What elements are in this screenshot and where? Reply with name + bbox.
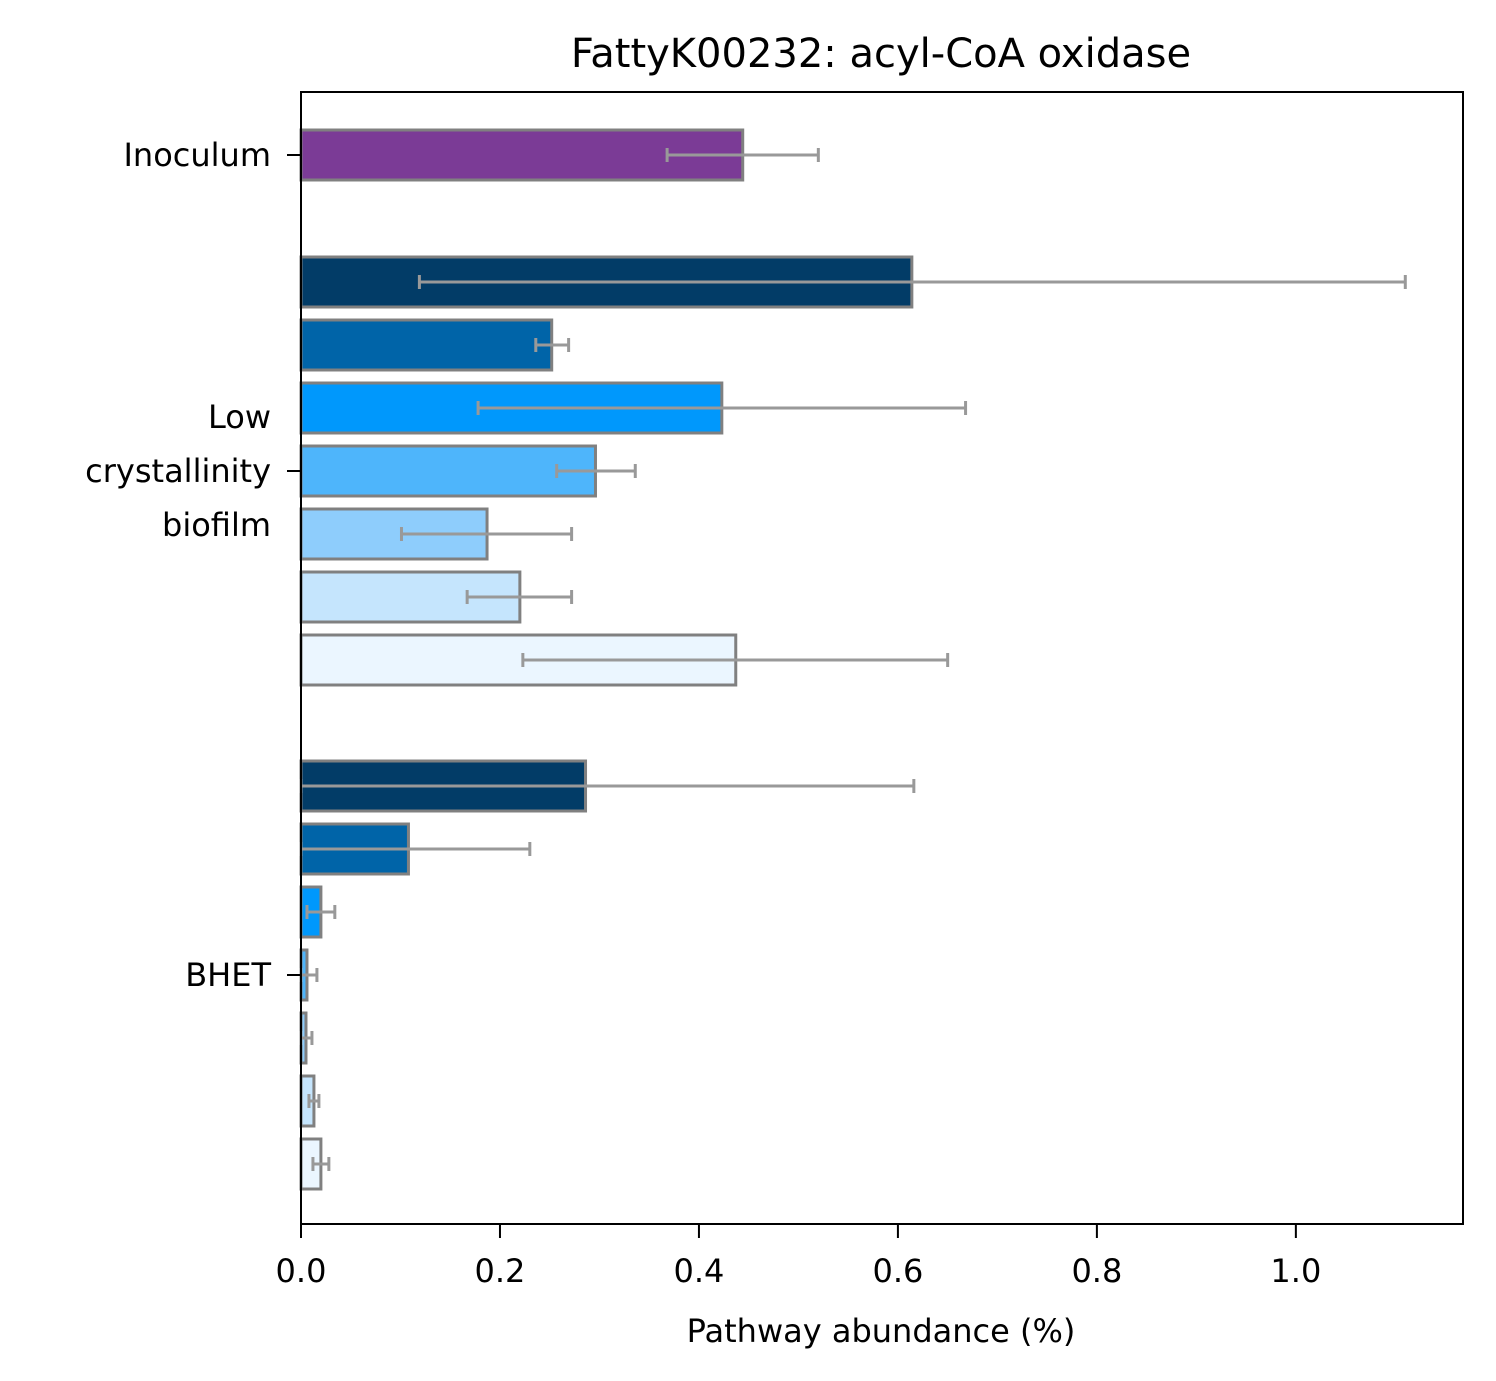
y-tick-label-line: Low [208, 398, 271, 436]
bar [299, 444, 597, 498]
error-bar [665, 148, 820, 162]
chart-title: FattyK00232: acyl-CoA oxidase [571, 31, 1191, 77]
bars-layer [299, 128, 1407, 1191]
x-tick-label: 1.0 [1270, 1252, 1321, 1290]
x-tick-label: 0.8 [1071, 1252, 1122, 1290]
error-bar [305, 905, 337, 919]
x-axis-label: Pathway abundance (%) [687, 1312, 1076, 1350]
plot-frame [300, 91, 1464, 1225]
y-tick-label: BHET [185, 956, 271, 994]
error-bar [311, 1157, 331, 1171]
error-bar [417, 275, 1407, 289]
x-tick-label: 0.6 [872, 1252, 923, 1290]
x-tick-label: 0.0 [276, 1252, 327, 1290]
error-bar [476, 401, 968, 415]
y-tick-label-line: Inoculum [123, 136, 271, 174]
error-bar [521, 653, 950, 667]
error-bar [555, 464, 637, 478]
x-tick-label: 0.2 [475, 1252, 526, 1290]
y-tick-label-line: biofilm [162, 506, 271, 544]
y-tick-label: Low crystallinity biofilm [85, 398, 271, 544]
error-bar [307, 1094, 321, 1108]
y-axis: Inoculum Low crystallinity biofilm BHET [85, 136, 301, 994]
x-tick-label: 0.4 [673, 1252, 724, 1290]
error-bar [465, 590, 574, 604]
y-tick-label-line: crystallinity [85, 452, 271, 490]
x-axis: 0.0 0.2 0.4 0.6 0.8 1.0 [276, 1224, 1321, 1290]
error-bar [534, 338, 571, 352]
bar [299, 318, 554, 372]
y-tick-label: Inoculum [123, 136, 271, 174]
y-tick-label-line: BHET [185, 956, 271, 994]
error-bar [399, 527, 574, 541]
